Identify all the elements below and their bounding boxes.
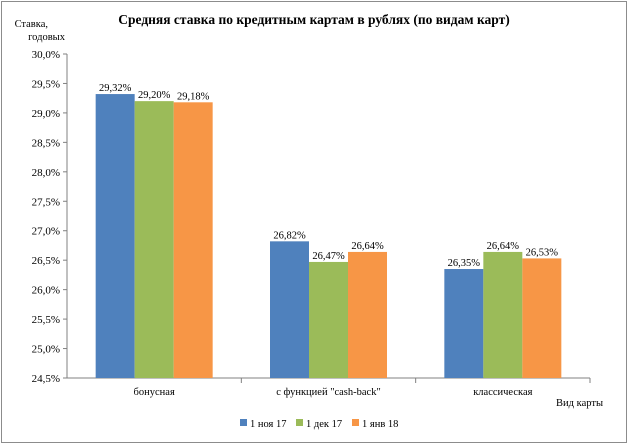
y-tick-label: 27,0%: [32, 226, 60, 238]
bar: [173, 102, 213, 379]
data-label: 26,64%: [487, 241, 520, 252]
data-label: 26,35%: [448, 258, 481, 269]
bar: [483, 251, 523, 378]
y-tick-label: 29,0%: [32, 108, 60, 120]
legend-swatch: [240, 419, 247, 426]
legend-swatch: [296, 419, 303, 426]
y-tick-label: 26,0%: [32, 285, 60, 297]
legend: 1 ноя 17 1 дек 17 1 янв 18: [240, 419, 398, 430]
y-axis-label-line1: Ставка,: [15, 19, 48, 30]
bar: [522, 258, 562, 378]
y-tick-label: 25,5%: [32, 314, 60, 326]
y-tick-label: 28,0%: [32, 167, 60, 179]
data-label: 26,82%: [273, 230, 306, 241]
y-tick-label: 25,0%: [32, 344, 60, 356]
chart-title: Средняя ставка по кредитным картам в руб…: [118, 12, 509, 27]
legend-label: 1 ноя 17: [250, 419, 287, 430]
data-label: 26,64%: [351, 241, 384, 252]
category-label: бонусная: [134, 387, 175, 398]
y-tick-label: 28,5%: [32, 137, 60, 149]
bar: [270, 241, 309, 378]
y-axis-label-line2: годовых: [28, 32, 66, 43]
data-label: 29,32%: [99, 83, 132, 94]
y-tick-label: 26,5%: [32, 255, 60, 267]
data-label: 29,20%: [138, 90, 171, 101]
x-axis-label: Вид карты: [556, 398, 603, 409]
y-tick-label: 27,5%: [32, 196, 60, 208]
bar: [134, 101, 174, 379]
legend-label: 1 янв 18: [362, 419, 398, 430]
data-label: 26,47%: [312, 251, 345, 262]
plot-area: 24,5% 25,0% 25,5% 26,0% 26,5% 27,0% 27,5% 28,0%…: [32, 49, 591, 398]
legend-swatch: [352, 419, 359, 426]
legend-label: 1 дек 17: [306, 419, 342, 430]
bar: [95, 94, 135, 379]
y-tick-label: 30,0%: [32, 49, 60, 61]
data-label: 26,53%: [526, 247, 559, 258]
category-label: с функцией "cash-back": [276, 387, 381, 398]
bar: [348, 251, 387, 378]
data-label: 29,18%: [177, 91, 210, 102]
y-tick-label: 24,5%: [32, 373, 60, 385]
category-label: классическая: [473, 387, 532, 398]
bar: [309, 261, 348, 378]
bar: [444, 269, 484, 378]
y-tick-label: 29,5%: [32, 78, 60, 90]
